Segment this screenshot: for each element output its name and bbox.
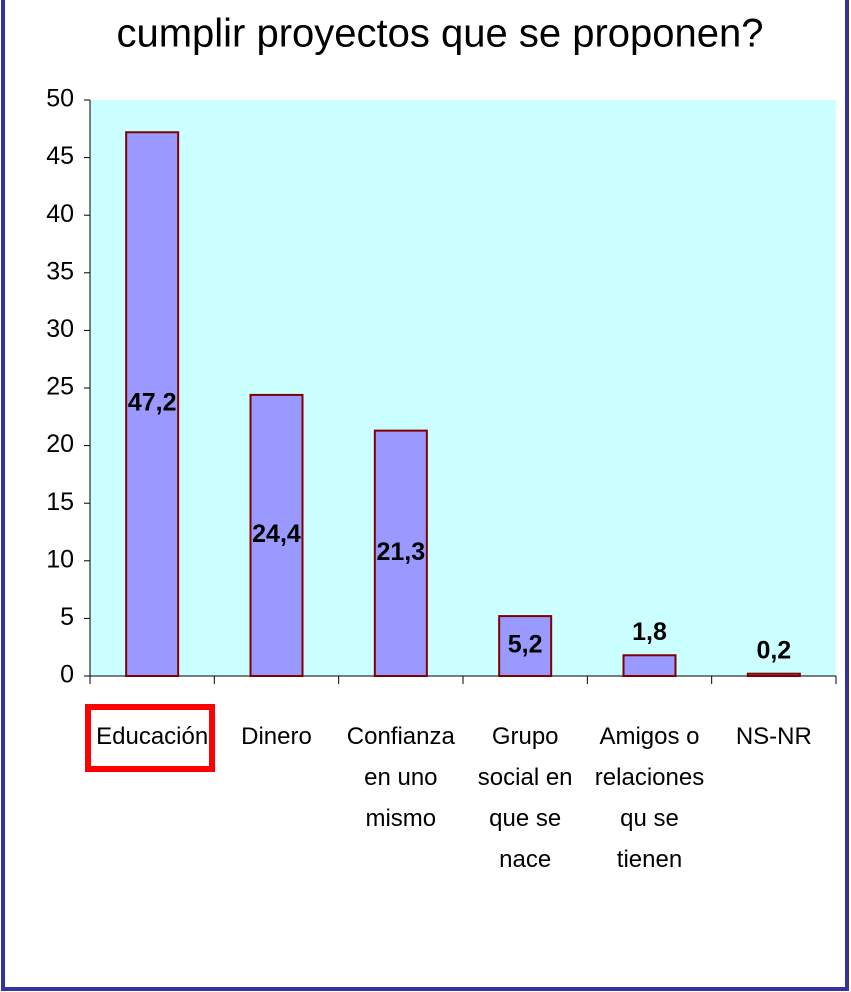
y-tick-label: 30 [46,315,74,343]
y-tick-label: 40 [46,200,74,228]
y-tick-label: 50 [46,85,74,113]
value-label: 24,4 [252,520,301,548]
value-label: 0,2 [756,636,791,664]
y-tick-label: 45 [46,142,74,170]
y-tick-label: 0 [60,661,74,689]
bar [622,654,677,677]
x-tick-label: NS-NR [736,723,812,750]
y-tick-label: 10 [46,545,74,573]
bar [125,131,180,678]
value-label: 1,8 [632,618,667,646]
highlight-box [85,704,215,772]
y-tick-label: 25 [46,373,74,401]
value-label: 21,3 [376,538,425,566]
chart-title: cumplir proyectos que se proponen? [116,12,763,56]
y-tick-label: 20 [46,430,74,458]
value-label: 5,2 [508,631,543,659]
bar [498,615,553,678]
value-label: 47,2 [128,389,177,417]
bar [746,672,801,677]
x-tick-label: Amigos o relaciones qu se tienen [595,723,704,873]
bar [373,429,428,677]
y-tick-label: 35 [46,257,74,285]
x-tick-label: Dinero [241,723,312,750]
x-tick-label: Educación [96,723,208,750]
bar [249,393,304,677]
x-tick-label: Confianza en uno mismo [347,723,456,832]
y-tick-label: 15 [46,488,74,516]
plot-area [90,100,836,676]
x-tick-label: Grupo social en que se nace [478,723,573,873]
y-tick-label: 5 [60,603,74,631]
